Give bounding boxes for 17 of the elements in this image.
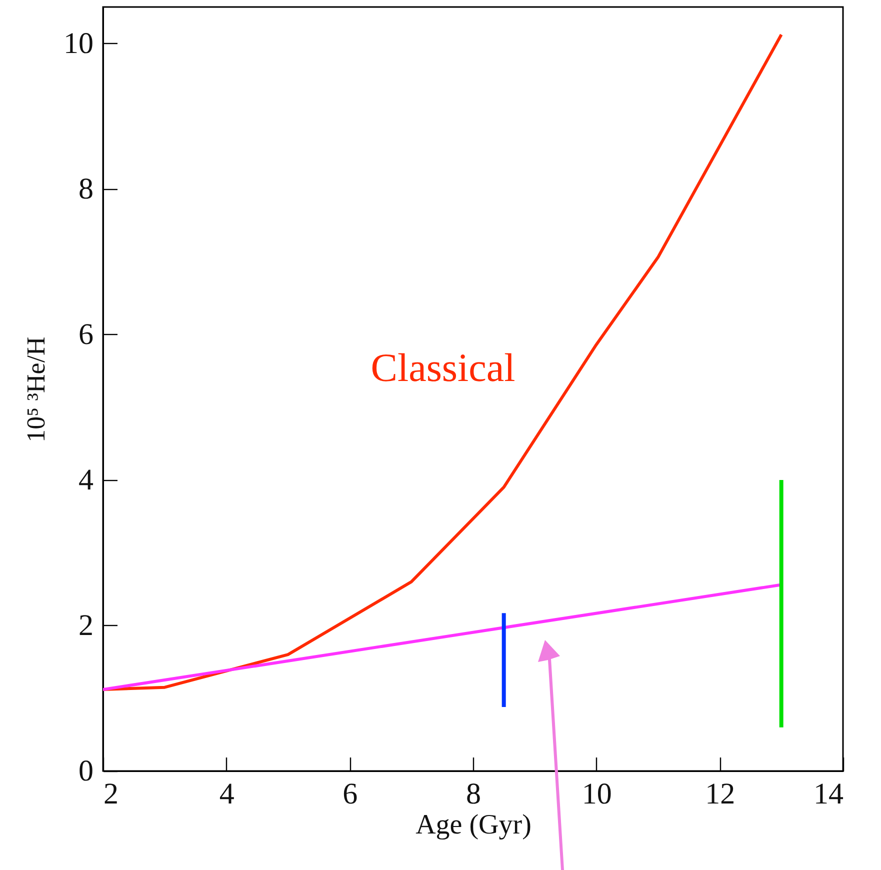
y-tick-label: 0: [78, 754, 94, 788]
x-tick-label: 12: [705, 778, 736, 810]
y-tick-label: 6: [78, 318, 94, 351]
y-tick-label: 2: [78, 608, 94, 642]
x-tick-label: 14: [814, 778, 844, 810]
y-axis-title: 10⁵ ³He/H: [22, 336, 50, 442]
annotation: Classical: [370, 345, 516, 390]
x-tick-label: 8: [466, 778, 481, 810]
x-tick-label: 10: [582, 778, 612, 810]
x-tick-label: 2: [104, 778, 118, 810]
y-tick-label: 8: [78, 172, 94, 206]
x-axis-title: Age (Gyr): [416, 810, 532, 840]
y-tick-label: 4: [78, 463, 94, 496]
x-tick-label: 6: [342, 778, 358, 810]
y-tick-label: 10: [64, 26, 94, 60]
line-series: [103, 33, 783, 692]
x-tick-label: 4: [219, 778, 234, 810]
